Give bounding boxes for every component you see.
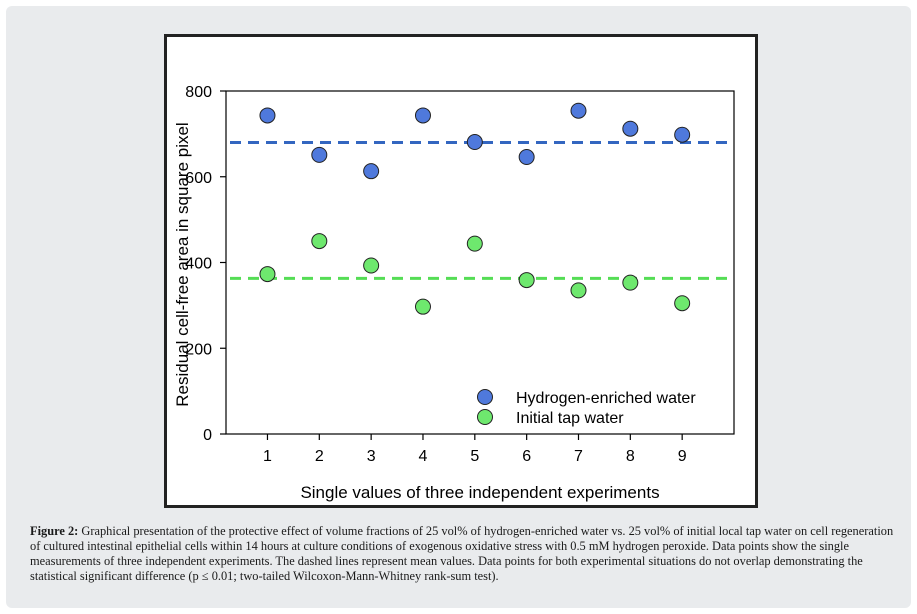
x-axis-label: Single values of three independent exper… (300, 483, 659, 502)
data-point (466, 235, 483, 252)
data-point (570, 102, 587, 119)
figure-panel: 0 200 400 600 800 1 2 3 4 5 6 7 8 9 Hydrogen-enriched… (6, 6, 911, 608)
legend-label: Initial tap water (516, 410, 624, 427)
x-tick-label: 4 (419, 448, 428, 465)
data-point (259, 107, 276, 124)
y-tick-label: 600 (185, 170, 212, 187)
data-point (518, 149, 535, 166)
data-point (674, 126, 691, 143)
chart-frame: 0 200 400 600 800 1 2 3 4 5 6 7 8 9 Hydrogen-enriched… (164, 34, 758, 508)
data-point (674, 295, 691, 312)
x-tick-label: 3 (367, 448, 376, 465)
y-tick-label: 200 (185, 341, 212, 358)
legend-label: Hydrogen-enriched water (516, 390, 696, 407)
data-point (518, 272, 535, 289)
x-tick-label: 6 (522, 448, 531, 465)
data-point (311, 233, 328, 250)
data-point (311, 146, 328, 163)
caption-label: Figure 2: (30, 524, 79, 538)
x-tick-label: 9 (678, 448, 687, 465)
scatter-chart: 0 200 400 600 800 1 2 3 4 5 6 7 8 9 Hydrogen-enriched… (173, 84, 735, 502)
legend: Hydrogen-enriched water Initial tap water (477, 389, 696, 427)
x-tick-label: 7 (574, 448, 583, 465)
data-point (414, 107, 431, 124)
x-tick-label: 5 (470, 448, 479, 465)
y-tick-label: 800 (185, 84, 212, 101)
data-point (466, 134, 483, 151)
data-point (622, 274, 639, 291)
x-tick-label: 8 (626, 448, 635, 465)
tick-labels: 0 200 400 600 800 1 2 3 4 5 6 7 8 9 (185, 84, 686, 465)
legend-marker (477, 409, 493, 425)
caption-text: Graphical presentation of the protective… (30, 524, 894, 583)
y-tick-label: 0 (203, 427, 212, 444)
data-point (259, 266, 276, 283)
y-axis-label: Residual cell-free area in square pixel (173, 122, 192, 406)
data-point (622, 120, 639, 137)
data-point (363, 163, 380, 180)
mean-lines (230, 140, 730, 280)
data-point (414, 298, 431, 315)
chart-axes (220, 90, 735, 440)
data-points (259, 102, 691, 315)
x-tick-label: 2 (315, 448, 324, 465)
data-point (363, 257, 380, 274)
y-tick-label: 400 (185, 256, 212, 273)
data-point (570, 282, 587, 299)
x-tick-label: 1 (263, 448, 272, 465)
figure-caption: Figure 2: Graphical presentation of the … (30, 524, 898, 584)
legend-marker (477, 389, 493, 405)
